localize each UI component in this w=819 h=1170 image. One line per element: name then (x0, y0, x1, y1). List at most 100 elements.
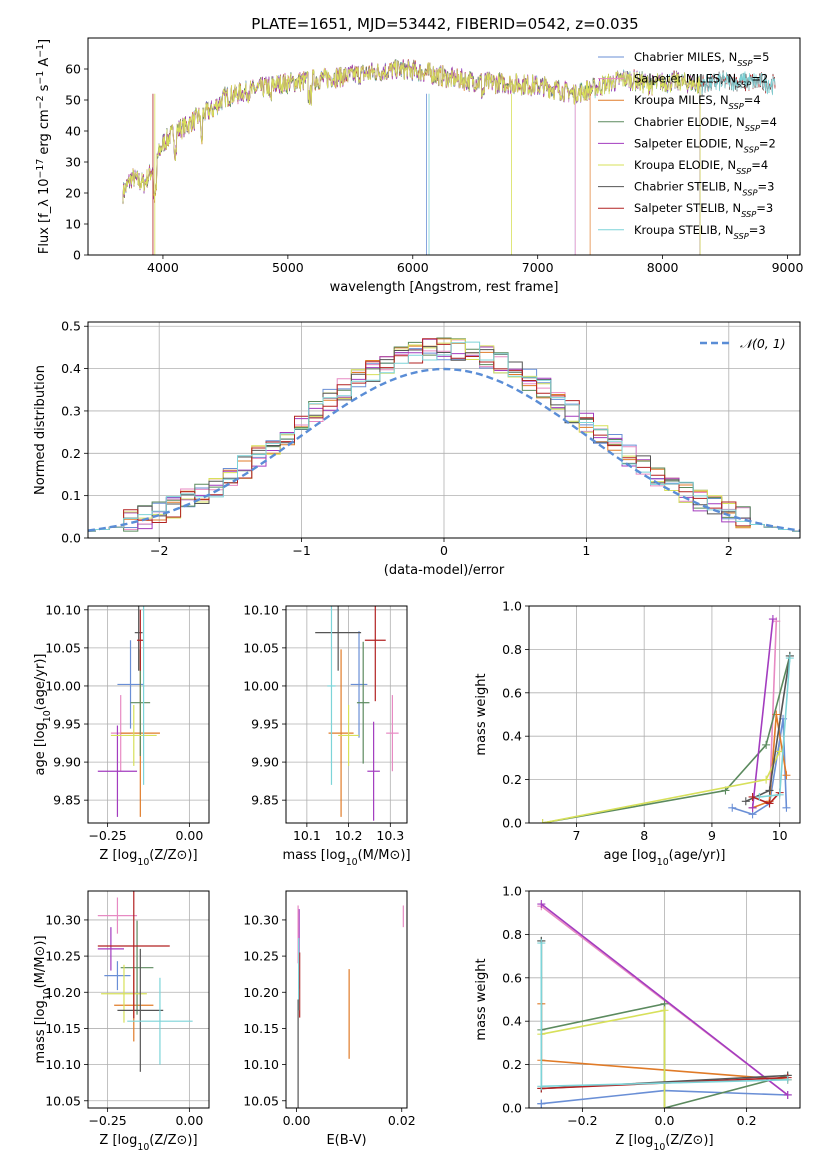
weight-marker (748, 803, 757, 812)
y-tick-label: 10.25 (243, 949, 279, 964)
legend-label: Salpeter STELIB, NSSP=3 (634, 201, 773, 219)
x-tick-label: 0.02 (388, 1113, 416, 1128)
panel-mass-vs-EBV: 0.00 0.02 10.05 10.10 10.15 10.20 10.25 10.30 E(… (243, 890, 416, 1148)
y-tick-label: 1.0 (502, 599, 522, 614)
weight-marker (537, 1099, 546, 1108)
y-tick-label: 0.4 (61, 361, 81, 376)
y-tick-label: 0.2 (61, 446, 81, 461)
weight-marker (765, 799, 774, 808)
y-tick-label: 9.95 (53, 717, 81, 732)
x-tick-label: 0.0 (655, 1113, 675, 1128)
figure-title: PLATE=1651, MJD=53442, FIBERID=0542, z=0… (251, 15, 638, 33)
weight-marker (782, 803, 791, 812)
weight-marker (538, 819, 547, 823)
x-tick-label: −2 (150, 543, 168, 558)
x-tick-label: −1 (292, 543, 310, 558)
weight-line (752, 714, 788, 809)
plot-area (538, 615, 794, 823)
weight-marker (660, 1006, 669, 1015)
histogram-series (88, 338, 800, 532)
plot-area (315, 606, 399, 821)
legend-label: Kroupa MILES, NSSP=4 (634, 93, 761, 111)
y-tick-label: 10.20 (45, 985, 81, 1000)
y-axis-label: mass weight (474, 958, 489, 1040)
y-tick-label: 10.00 (243, 678, 279, 693)
y-tick-label: 10.10 (45, 602, 81, 617)
y-tick-label: 10.05 (243, 1093, 279, 1108)
x-tick-label: 7000 (522, 260, 554, 275)
x-tick-label: 9000 (772, 260, 804, 275)
y-tick-label: 9.85 (53, 793, 81, 808)
y-tick-label: 20 (65, 186, 81, 201)
weight-marker (748, 792, 757, 801)
y-axis-label: Normed distribution (33, 365, 48, 495)
x-tick-label: 10.1 (293, 828, 321, 843)
y-tick-label: 0.4 (502, 729, 522, 744)
histogram-series (88, 337, 800, 532)
y-tick-label: 0.0 (61, 531, 81, 546)
plot-area (97, 606, 160, 817)
x-tick-label: 0.00 (175, 1113, 203, 1128)
x-tick-label: 0.2 (737, 1113, 757, 1128)
y-tick-label: 10.25 (45, 949, 81, 964)
axes-frame (87, 37, 801, 256)
y-tick-label: 1.0 (502, 884, 522, 899)
histogram-series (88, 339, 800, 532)
y-tick-label: 10.10 (243, 602, 279, 617)
y-axis-label: mass weight (474, 673, 489, 755)
x-tick-label: 0.00 (175, 828, 203, 843)
x-axis-label: Z [log10(Z/Z⊙)] (615, 1133, 713, 1153)
chart-layer: 4000 5000 6000 7000 8000 90000102030405060wav… (33, 37, 804, 1153)
weight-marker (783, 1090, 792, 1099)
y-tick-label: 10.05 (243, 640, 279, 655)
y-axis-label: mass [log10(M/M⊙)] (33, 935, 53, 1063)
y-tick-label: 0.1 (61, 488, 81, 503)
y-tick-label: 10.20 (243, 985, 279, 1000)
spectrum-line (122, 60, 701, 255)
plot-area (97, 891, 193, 1072)
x-axis-label: mass [log10(M/M⊙)] (282, 848, 410, 868)
weight-marker (762, 740, 771, 749)
histogram-series (88, 338, 800, 532)
y-tick-label: 30 (65, 155, 81, 170)
axes-frame (87, 605, 210, 824)
y-tick-label: 50 (65, 93, 81, 108)
x-tick-label: 1 (582, 543, 590, 558)
y-tick-label: 0.8 (502, 927, 522, 942)
weight-marker (537, 1082, 546, 1091)
x-tick-label: −0.2 (567, 1113, 597, 1128)
x-tick-label: 2 (725, 543, 733, 558)
y-tick-label: 10.15 (45, 1021, 81, 1036)
weight-marker (755, 792, 764, 801)
x-tick-label: 9 (708, 828, 716, 843)
legend-label: Chabrier MILES, NSSP=5 (634, 50, 769, 68)
weight-marker (660, 1104, 669, 1108)
weight-marker (537, 939, 546, 948)
x-tick-label: 10 (772, 828, 788, 843)
axes-frame (87, 890, 210, 1109)
weight-marker (741, 797, 750, 806)
y-tick-label: 0.0 (502, 816, 522, 831)
x-tick-label: −0.25 (88, 1113, 126, 1128)
weight-marker (728, 803, 737, 812)
legend-label: 𝒩(0, 1) (740, 336, 786, 351)
weight-line (540, 903, 789, 1096)
x-axis-label: wavelength [Angstrom, rest frame] (330, 280, 559, 295)
y-tick-label: 60 (65, 62, 81, 77)
weight-marker (537, 900, 546, 909)
panel-weight-vs-Z: −0.2 0.0 0.2 0.0 0.2 0.4 0.6 0.8 1.0 Z [log10(Z/Z… (474, 884, 801, 1153)
x-tick-label: 7 (572, 828, 580, 843)
y-tick-label: 40 (65, 124, 81, 139)
y-tick-label: 10.30 (45, 912, 81, 927)
y-tick-label: 0 (73, 248, 81, 263)
legend-label: Salpeter MILES, NSSP=2 (634, 72, 768, 90)
weight-line (542, 655, 791, 823)
weight-marker (775, 790, 784, 799)
x-tick-label: −0.25 (88, 828, 126, 843)
x-axis-label: E(B-V) (326, 1133, 366, 1148)
x-axis-label: Z [log10(Z/Z⊙)] (99, 848, 197, 868)
y-tick-label: 10.30 (243, 912, 279, 927)
plot-area (88, 337, 800, 532)
plot-area (122, 58, 776, 255)
